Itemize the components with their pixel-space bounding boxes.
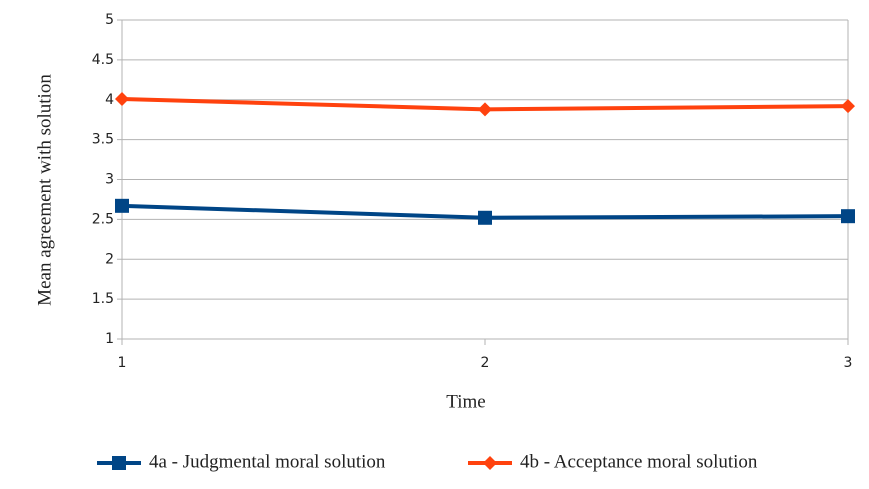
legend-label: 4b - Acceptance moral solution (520, 451, 758, 472)
x-tick-label: 1 (118, 355, 127, 371)
x-tick-label: 3 (844, 355, 853, 371)
legend-marker (483, 456, 497, 470)
data-point (115, 91, 129, 106)
y-tick-label: 3 (105, 172, 114, 188)
y-tick-label: 1 (105, 331, 114, 347)
y-tick-label: 2.5 (92, 211, 114, 227)
legend-label: 4a - Judgmental moral solution (149, 451, 386, 472)
data-point (841, 209, 855, 224)
data-point (478, 102, 492, 117)
y-axis-title: Mean agreement with solution (34, 74, 55, 306)
data-point (478, 210, 492, 225)
x-tick-label: 2 (481, 355, 490, 371)
y-tick-label: 5 (105, 12, 114, 28)
y-tick-label: 4.5 (92, 52, 114, 68)
legend-marker (112, 456, 126, 470)
y-tick-label: 2 (105, 251, 114, 267)
x-axis-title: Time (446, 391, 485, 412)
data-point (841, 99, 855, 114)
y-tick-label: 3.5 (92, 132, 114, 148)
y-tick-label: 1.5 (92, 291, 114, 307)
data-point (115, 198, 129, 213)
y-tick-label: 4 (105, 92, 114, 108)
